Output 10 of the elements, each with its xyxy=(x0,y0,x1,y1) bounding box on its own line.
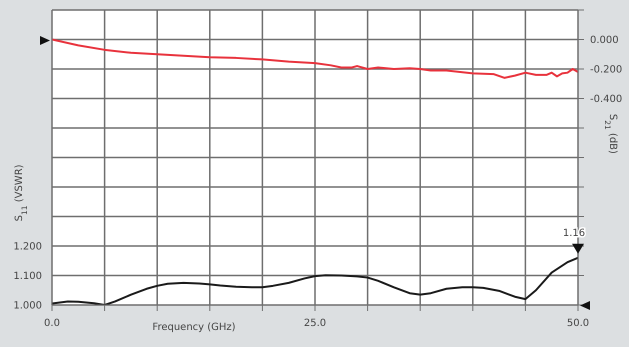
y-tick-label: 1.100 xyxy=(13,271,42,282)
y2-tick-label: -0.400 xyxy=(590,94,622,106)
y2-tick-label: 0.000 xyxy=(590,35,619,46)
y-tick-label: 1.200 xyxy=(13,242,42,253)
x-tick-label: 50.0 xyxy=(566,318,590,330)
y2-tick-label: -0.200 xyxy=(590,64,622,76)
x-tick-label: 0.0 xyxy=(44,318,60,330)
y-tick-label: 1.000 xyxy=(13,300,42,312)
x-axis-title: Frequency (GHz) xyxy=(152,322,236,333)
x-tick-label: 25.0 xyxy=(304,318,326,330)
